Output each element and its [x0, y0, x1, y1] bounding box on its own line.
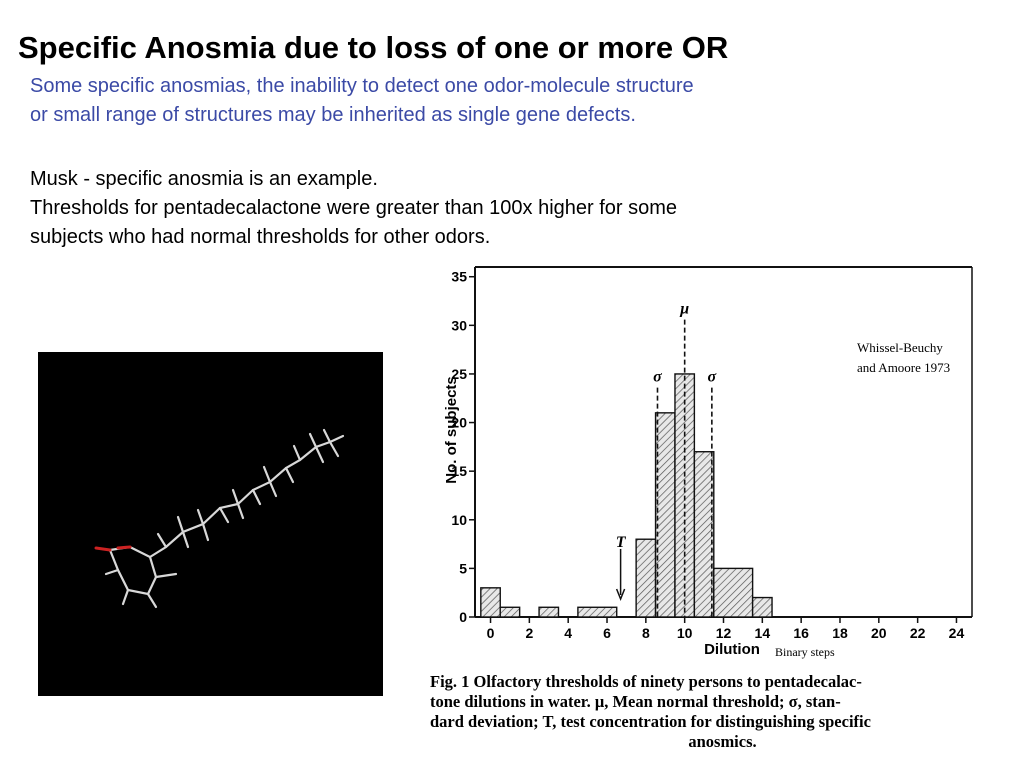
histogram-bar — [480, 587, 501, 618]
y-tick-label: 5 — [459, 560, 467, 576]
x-tick-label: 12 — [716, 625, 732, 641]
x-tick-label: 0 — [487, 625, 495, 641]
marker-label: σ — [653, 369, 662, 386]
caption-line: dard deviation; T, test concentration fo… — [430, 712, 871, 731]
x-axis-label: Dilution — [704, 641, 760, 658]
subtitle: Some specific anosmias, the inability to… — [30, 72, 694, 130]
marker-label: T — [616, 534, 627, 551]
credit-note: Whissel-Beuchy and Amoore 1973 — [857, 338, 951, 378]
body-text: Musk - specific anosmia is an example. T… — [30, 165, 677, 252]
x-tick-label: 18 — [832, 625, 848, 641]
y-tick-label: 20 — [451, 415, 467, 431]
x-tick-label: 24 — [949, 625, 965, 641]
caption-line: tone dilutions in water. μ, Mean normal … — [430, 692, 841, 711]
y-tick-label: 0 — [459, 609, 467, 625]
y-tick-label: 30 — [451, 317, 467, 333]
histogram-bar — [713, 567, 754, 618]
histogram-bar — [538, 606, 560, 618]
x-tick-label: 16 — [793, 625, 809, 641]
x-tick-label: 22 — [910, 625, 926, 641]
figure-caption: Fig. 1 Olfactory thresholds of ninety pe… — [430, 672, 1015, 752]
histogram-bar — [654, 412, 676, 618]
x-tick-label: 4 — [564, 625, 572, 641]
x-tick-label: 8 — [642, 625, 650, 641]
subtitle-line: Some specific anosmias, the inability to… — [30, 75, 694, 97]
slide-title: Specific Anosmia due to loss of one or m… — [18, 30, 729, 65]
body-line: subjects who had normal thresholds for o… — [30, 226, 491, 248]
x-tick-label: 20 — [871, 625, 887, 641]
subtitle-line: or small range of structures may be inhe… — [30, 104, 636, 126]
body-line: Musk - specific anosmia is an example. — [30, 168, 378, 190]
credit-line: Whissel-Beuchy — [857, 340, 943, 355]
molecule-svg — [94, 428, 345, 609]
histogram-bar — [751, 596, 773, 618]
x-tick-label: 10 — [677, 625, 693, 641]
body-line: Thresholds for pentadecalactone were gre… — [30, 197, 678, 219]
y-tick-label: 25 — [451, 366, 467, 382]
histogram-bar — [635, 538, 657, 618]
caption-line: anosmics. — [688, 732, 757, 751]
y-tick-label: 15 — [451, 463, 467, 479]
x-tick-label: 2 — [525, 625, 533, 641]
pentadecalactone-molecule-icon — [38, 352, 383, 696]
histogram-bar — [693, 451, 715, 618]
y-tick-label: 10 — [451, 512, 467, 528]
marker-arrow — [615, 588, 626, 602]
histogram-bar — [499, 606, 521, 618]
marker-label: μ — [679, 301, 689, 318]
y-tick-label: 35 — [451, 269, 467, 285]
binary-steps-note: Binary steps — [773, 645, 837, 660]
histogram-bar — [577, 606, 618, 618]
credit-line: and Amoore 1973 — [857, 360, 951, 375]
y-axis-label: No. of subjects — [443, 376, 460, 484]
caption-line: Fig. 1 Olfactory thresholds of ninety pe… — [430, 672, 862, 691]
x-tick-label: 14 — [755, 625, 771, 641]
x-tick-label: 6 — [603, 625, 611, 641]
marker-label: σ — [708, 369, 717, 386]
